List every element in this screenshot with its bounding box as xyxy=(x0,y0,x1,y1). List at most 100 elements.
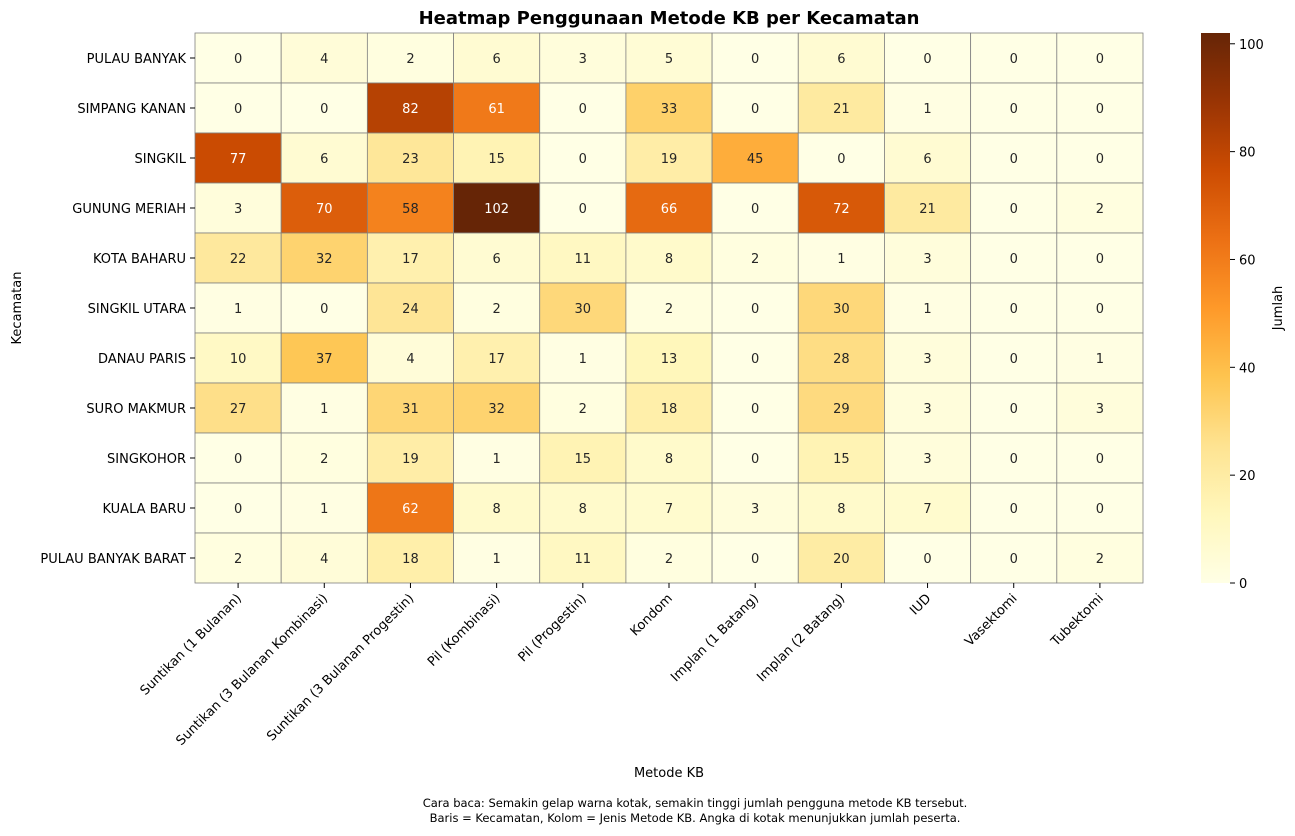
heatmap-cell xyxy=(625,282,713,334)
cell-value-label: 27 xyxy=(230,402,247,417)
heatmap-cell xyxy=(280,82,368,134)
cell-value-label: 0 xyxy=(751,552,759,567)
heatmap-cell xyxy=(884,482,972,534)
cell-value-label: 21 xyxy=(833,102,850,117)
heatmap-cell xyxy=(711,232,799,284)
cell-value-label: 11 xyxy=(575,552,592,567)
heatmap-cell xyxy=(797,432,885,484)
heatmap-cell xyxy=(884,232,972,284)
cell-value-label: 15 xyxy=(833,452,850,467)
heatmap-cell xyxy=(453,282,541,334)
heatmap-cell xyxy=(884,332,972,384)
heatmap-cell xyxy=(970,382,1058,434)
cell-value-label: 15 xyxy=(575,452,592,467)
heatmap-cell xyxy=(970,432,1058,484)
row-label: KOTA BAHARU xyxy=(93,252,186,267)
heatmap-cell xyxy=(797,32,885,84)
cell-value-label: 32 xyxy=(316,252,333,267)
cell-value-label: 2 xyxy=(665,302,673,317)
heatmap-cell xyxy=(280,232,368,284)
cell-value-label: 11 xyxy=(575,252,592,267)
chart-title: Heatmap Penggunaan Metode KB per Kecamat… xyxy=(419,8,920,29)
cell-value-label: 3 xyxy=(923,452,931,467)
cell-value-label: 4 xyxy=(406,352,414,367)
cell-value-label: 0 xyxy=(1010,102,1018,117)
cell-value-label: 77 xyxy=(230,152,247,167)
cell-value-label: 4 xyxy=(320,52,328,67)
colorbar-tick-label: 40 xyxy=(1239,361,1256,376)
cell-value-label: 23 xyxy=(402,152,419,167)
row-label: SINGKIL UTARA xyxy=(88,302,186,317)
cell-value-label: 2 xyxy=(579,402,587,417)
heatmap-cell xyxy=(625,82,713,134)
x-axis-label: Metode KB xyxy=(634,766,704,781)
heatmap-cell xyxy=(970,232,1058,284)
cell-value-label: 6 xyxy=(837,52,845,67)
cell-value-label: 32 xyxy=(488,402,505,417)
cell-value-label: 7 xyxy=(923,502,931,517)
cell-value-label: 1 xyxy=(923,102,931,117)
heatmap-cell xyxy=(625,532,713,584)
cell-value-label: 1 xyxy=(837,252,845,267)
heatmap-cell xyxy=(625,182,713,234)
cell-value-label: 70 xyxy=(316,202,333,217)
cell-value-label: 1 xyxy=(492,452,500,467)
heatmap-cell xyxy=(194,532,282,584)
cell-value-label: 0 xyxy=(579,202,587,217)
cell-value-label: 0 xyxy=(1096,252,1104,267)
heatmap-cell xyxy=(366,232,454,284)
cell-value-label: 2 xyxy=(406,52,414,67)
column-label: IUD xyxy=(907,591,934,618)
heatmap-cell xyxy=(711,382,799,434)
cell-value-label: 0 xyxy=(1096,452,1104,467)
heatmap-cell xyxy=(280,332,368,384)
cell-value-label: 2 xyxy=(1096,202,1104,217)
cell-value-label: 8 xyxy=(579,502,587,517)
heatmap-cell xyxy=(884,532,972,584)
cell-value-label: 1 xyxy=(492,552,500,567)
cell-value-label: 0 xyxy=(1096,302,1104,317)
cell-value-label: 0 xyxy=(1010,52,1018,67)
cell-value-label: 0 xyxy=(579,152,587,167)
column-label: Implan (2 Batang) xyxy=(754,591,848,685)
heatmap-cell xyxy=(970,32,1058,84)
cell-value-label: 30 xyxy=(575,302,592,317)
heatmap-cell xyxy=(194,432,282,484)
cell-value-label: 1 xyxy=(320,502,328,517)
heatmap-cell xyxy=(797,532,885,584)
heatmap-cell xyxy=(539,182,627,234)
cell-value-label: 0 xyxy=(234,52,242,67)
cell-value-label: 1 xyxy=(320,402,328,417)
cell-value-label: 0 xyxy=(1010,352,1018,367)
colorbar-tick-label: 0 xyxy=(1239,577,1247,592)
cell-value-label: 2 xyxy=(665,552,673,567)
cell-value-label: 5 xyxy=(665,52,673,67)
heatmap-cell xyxy=(1056,432,1144,484)
cell-value-label: 0 xyxy=(1096,152,1104,167)
heatmap-cell xyxy=(366,32,454,84)
heatmap-cell xyxy=(797,382,885,434)
cell-value-label: 0 xyxy=(923,52,931,67)
cell-value-label: 19 xyxy=(402,452,419,467)
cell-value-label: 0 xyxy=(751,402,759,417)
row-label: SIMPANG KANAN xyxy=(77,102,186,117)
cell-value-label: 62 xyxy=(402,502,419,517)
column-label: Kondom xyxy=(628,591,676,639)
cell-value-label: 0 xyxy=(234,502,242,517)
heatmap-cell xyxy=(280,532,368,584)
caption-line-2: Baris = Kecamatan, Kolom = Jenis Metode … xyxy=(430,811,961,825)
row-label: PULAU BANYAK BARAT xyxy=(40,552,186,567)
cell-value-label: 6 xyxy=(923,152,931,167)
cell-value-label: 2 xyxy=(320,452,328,467)
colorbar-tick-label: 80 xyxy=(1239,146,1256,161)
cell-value-label: 1 xyxy=(579,352,587,367)
heatmap-cell xyxy=(539,232,627,284)
cell-value-label: 15 xyxy=(488,152,505,167)
cell-value-label: 0 xyxy=(1010,152,1018,167)
cell-value-label: 4 xyxy=(320,552,328,567)
cell-value-label: 66 xyxy=(661,202,678,217)
column-labels: Suntikan (1 Bulanan)Suntikan (3 Bulanan … xyxy=(138,583,1107,749)
heatmap-cell xyxy=(884,282,972,334)
heatmap-cell xyxy=(539,32,627,84)
